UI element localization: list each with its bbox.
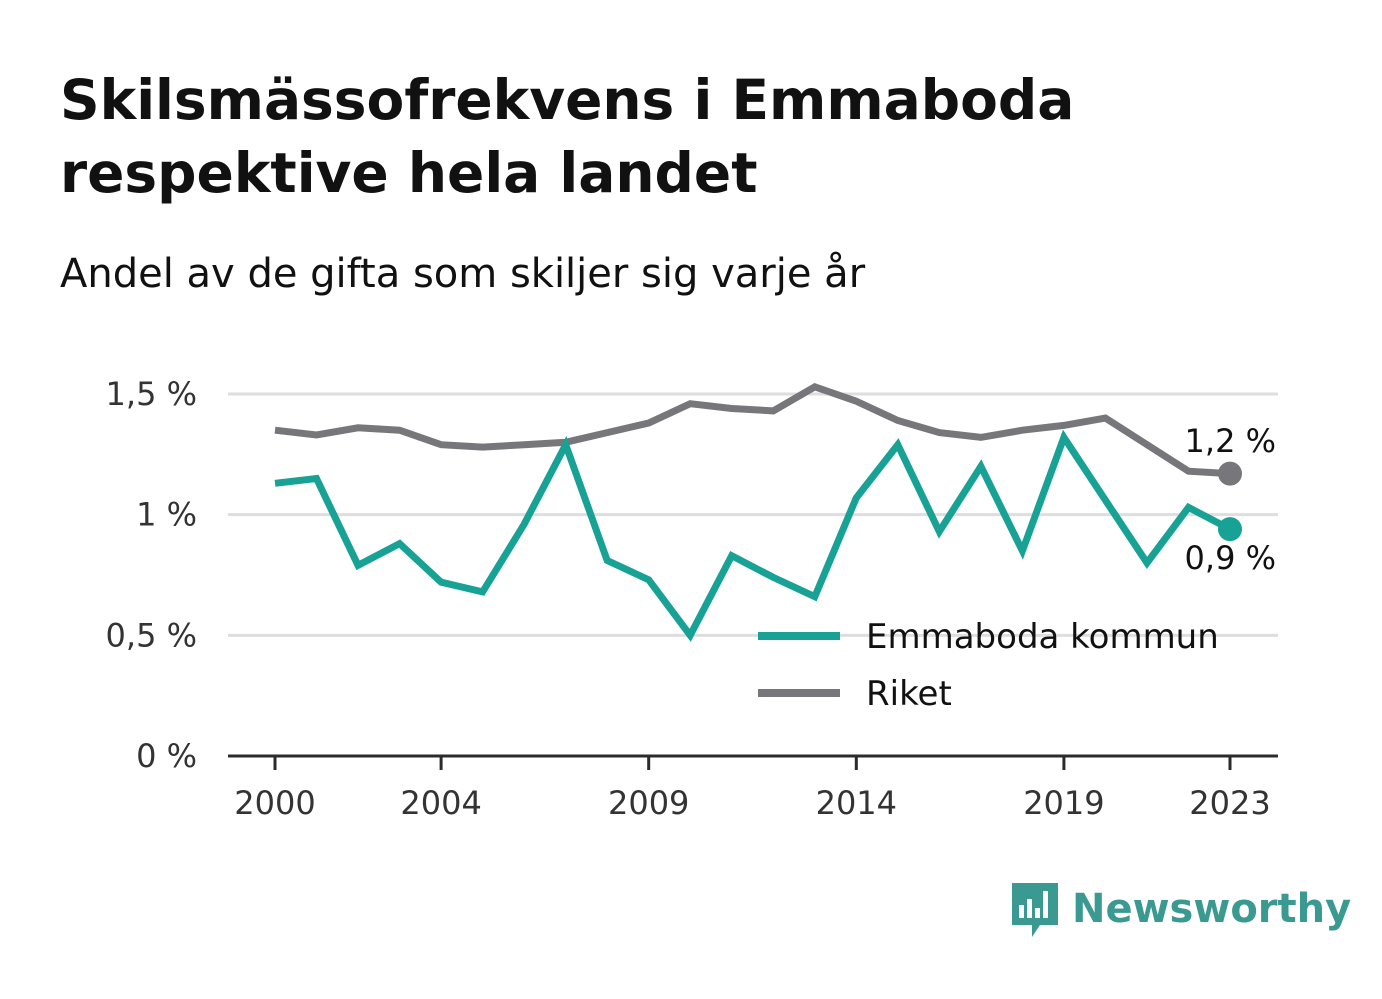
legend-label-riket: Riket — [866, 674, 952, 714]
end-label-riket: 1,2 % — [1185, 422, 1276, 460]
y-tick-label: 0,5 % — [106, 616, 197, 654]
brand-name: Newsworthy — [1072, 886, 1352, 932]
y-tick-label: 0 % — [136, 737, 197, 775]
series-line-riket — [274, 382, 1231, 478]
x-tick-label: 2000 — [234, 784, 315, 822]
legend-label-emmaboda: Emmaboda kommun — [866, 617, 1219, 657]
series-line-emmaboda — [274, 429, 1232, 642]
end-label-emmaboda: 0,9 % — [1185, 539, 1276, 577]
gridlines — [228, 392, 1278, 758]
x-tick-label: 2023 — [1189, 784, 1270, 822]
x-tick-label: 2014 — [816, 784, 897, 822]
series-lines — [274, 382, 1242, 642]
end-point-emmaboda — [1218, 517, 1242, 542]
x-tick-label: 2004 — [400, 784, 481, 822]
x-tick-label: 2009 — [608, 784, 689, 822]
end-point-riket — [1218, 461, 1242, 486]
chart-title: Skilsmässofrekvens i Emmaboda respektive… — [60, 68, 1075, 205]
y-tick-label: 1 % — [136, 496, 197, 534]
y-tick-label: 1,5 % — [106, 375, 197, 413]
x-axis: 2000 2004 2009 2014 2019 2023 — [234, 756, 1271, 822]
chart-subtitle: Andel av de gifta som skiljer sig varje … — [60, 251, 866, 297]
legend: Emmaboda kommun Riket — [758, 617, 1219, 714]
brand: Newsworthy — [1010, 878, 1351, 940]
y-axis: 0 % 0,5 % 1 % 1,5 % — [106, 375, 197, 775]
end-labels: 1,2 % 0,9 % — [1185, 422, 1276, 577]
newsworthy-logo-icon — [1012, 883, 1058, 937]
x-tick-label: 2019 — [1023, 784, 1104, 822]
